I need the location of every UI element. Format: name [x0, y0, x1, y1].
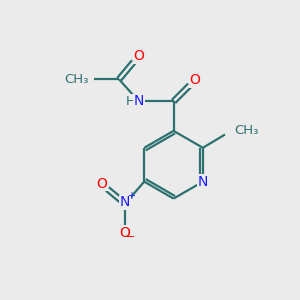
Text: N: N — [134, 94, 144, 108]
Text: O: O — [97, 177, 108, 191]
Text: O: O — [134, 50, 145, 63]
Text: N: N — [120, 195, 130, 209]
Text: −: − — [126, 232, 136, 242]
Text: N: N — [198, 175, 208, 189]
Text: H: H — [126, 95, 136, 108]
Text: CH₃: CH₃ — [64, 73, 88, 86]
Text: O: O — [190, 73, 200, 87]
Text: +: + — [127, 191, 135, 201]
Text: O: O — [120, 226, 130, 240]
Text: CH₃: CH₃ — [234, 124, 259, 136]
